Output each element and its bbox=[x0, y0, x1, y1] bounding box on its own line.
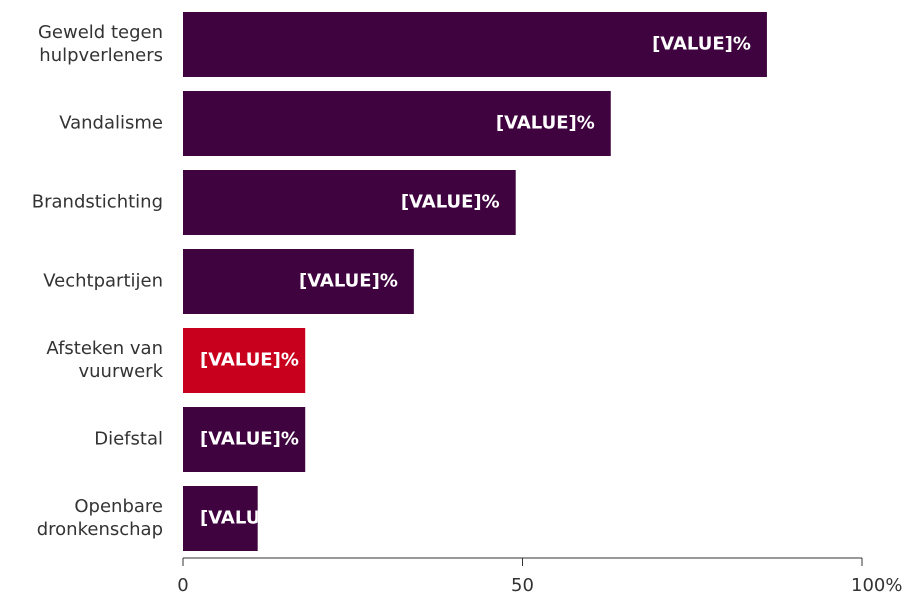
value-label: [VALUE]% bbox=[299, 271, 398, 292]
category-label: Openbare dronkenschap bbox=[37, 496, 163, 540]
bar bbox=[183, 249, 414, 314]
category-label: Geweld tegen hulpverleners bbox=[38, 22, 163, 66]
x-tick-label: 50 bbox=[511, 575, 534, 596]
x-tick-label: 100% bbox=[851, 575, 902, 596]
category-label: Afsteken van vuurwerk bbox=[46, 338, 163, 382]
value-label: [VALUE]% bbox=[200, 429, 299, 450]
category-label: Diefstal bbox=[94, 429, 163, 450]
value-label: [VALUE]% bbox=[200, 350, 299, 371]
value-label: [VALUE]% bbox=[496, 113, 595, 134]
bar bbox=[183, 91, 611, 156]
bar bbox=[183, 12, 767, 77]
bar bbox=[183, 407, 306, 472]
value-label: [VALUE]% bbox=[200, 508, 299, 529]
bar bbox=[183, 328, 306, 393]
value-label: [VALUE]% bbox=[652, 34, 751, 55]
value-label: [VALUE]% bbox=[401, 192, 500, 213]
bar bbox=[183, 170, 516, 235]
x-tick-label: 0 bbox=[177, 575, 188, 596]
category-label: Vandalisme bbox=[59, 113, 163, 134]
bar bbox=[183, 486, 258, 551]
category-label: Vechtpartijen bbox=[43, 271, 163, 292]
category-label: Brandstichting bbox=[32, 192, 163, 213]
